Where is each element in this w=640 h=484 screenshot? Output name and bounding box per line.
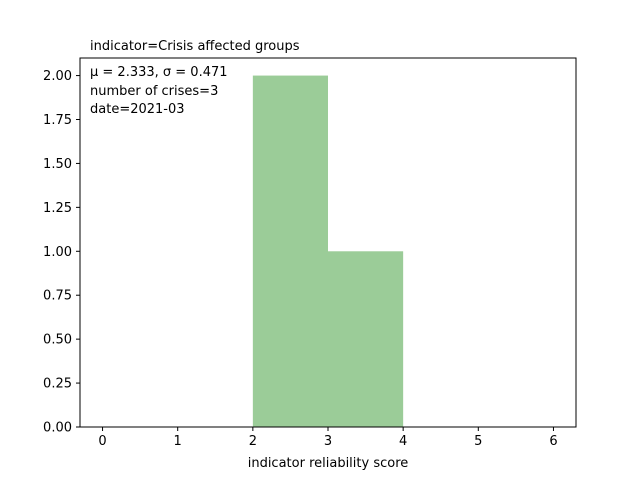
y-tick-label: 0.75 — [43, 289, 72, 304]
y-tick-label: 2.00 — [43, 69, 72, 84]
x-tick-label: 0 — [98, 434, 106, 449]
histogram-bar-1 — [328, 251, 404, 427]
annotation-count-line: number of crises=3 — [90, 84, 218, 99]
x-axis-ticks: 0 1 2 3 4 5 6 — [98, 427, 558, 449]
x-tick-label: 1 — [174, 434, 182, 449]
x-axis-label: indicator reliability score — [248, 456, 409, 471]
chart-title: indicator=Crisis affected groups — [90, 39, 300, 54]
x-tick-label: 2 — [249, 434, 257, 449]
stats-annotation: μ = 2.333, σ = 0.471 number of crises=3 … — [90, 65, 228, 117]
annotation-date-line: date=2021-03 — [90, 102, 185, 117]
y-tick-label: 1.50 — [43, 157, 72, 172]
x-tick-label: 5 — [474, 434, 482, 449]
y-tick-label: 1.25 — [43, 201, 72, 216]
y-tick-label: 0.25 — [43, 377, 72, 392]
y-axis-ticks: 0.00 0.25 0.50 0.75 1.00 1.25 1.50 1.75 2.00 — [43, 69, 80, 436]
x-tick-label: 6 — [549, 434, 557, 449]
histogram-bar-0 — [252, 75, 328, 428]
annotation-stats-line: μ = 2.333, σ = 0.471 — [90, 65, 228, 80]
x-tick-label: 3 — [324, 434, 332, 449]
y-tick-label: 0.50 — [43, 333, 72, 348]
bars-group — [252, 75, 404, 428]
x-tick-label: 4 — [399, 434, 407, 449]
y-tick-label: 0.00 — [43, 421, 72, 436]
y-tick-label: 1.75 — [43, 113, 72, 128]
y-tick-label: 1.00 — [43, 245, 72, 260]
